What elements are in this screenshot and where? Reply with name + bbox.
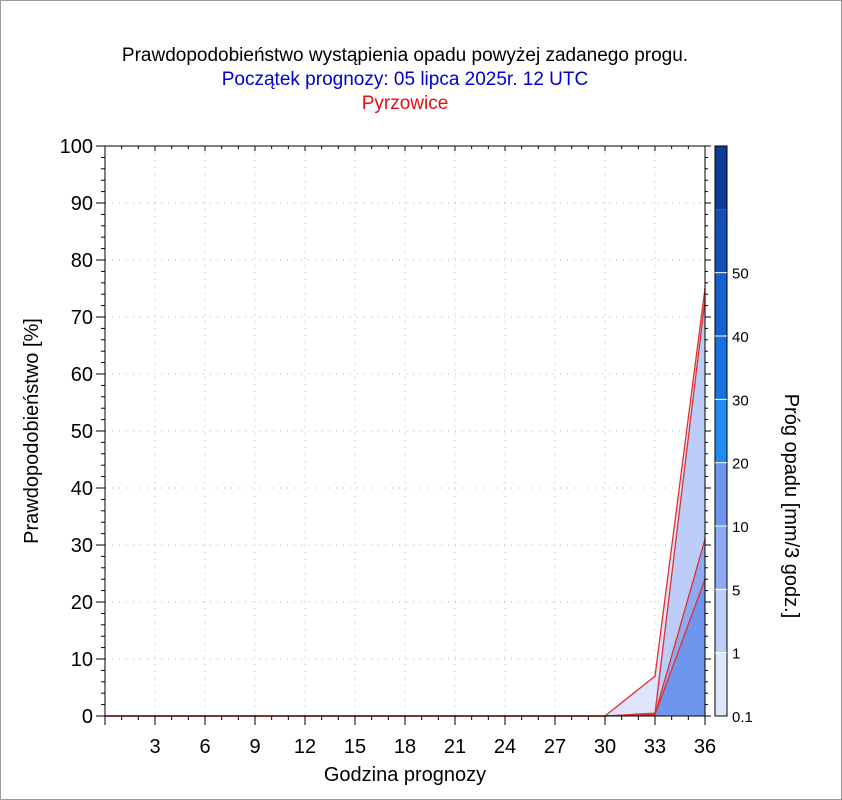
data-point bbox=[654, 675, 656, 677]
colorbar-segment bbox=[715, 652, 727, 716]
colorbar-tick-label: 0.1 bbox=[732, 709, 753, 726]
x-tick-label: 33 bbox=[644, 736, 666, 758]
series-line-0.1 bbox=[105, 288, 706, 717]
y-tick-label: 80 bbox=[71, 250, 93, 272]
colorbar-border bbox=[714, 145, 728, 717]
series-area-0.1 bbox=[105, 288, 705, 716]
y-tick-label: 50 bbox=[71, 421, 93, 443]
series-areas bbox=[105, 288, 705, 716]
colorbar-segment bbox=[715, 146, 727, 210]
y-tick-label: 60 bbox=[71, 364, 93, 386]
series-line-1 bbox=[105, 299, 706, 717]
x-tick-label: 21 bbox=[444, 736, 466, 758]
y-tick-label: 0 bbox=[82, 706, 93, 728]
colorbar-tick-label: 40 bbox=[732, 329, 749, 346]
colorbar-segment bbox=[715, 272, 727, 336]
grid bbox=[105, 146, 705, 716]
x-tick-label: 36 bbox=[694, 736, 716, 758]
y-axis-label: Prawdopodobieństwo [%] bbox=[21, 318, 43, 544]
series-area-1 bbox=[105, 299, 705, 716]
chart-subtitle: Początek prognozy: 05 lipca 2025r. 12 UT… bbox=[222, 69, 588, 90]
colorbar-label: Próg opadu [mm/3 godz.] bbox=[780, 394, 802, 619]
x-tick-label: 15 bbox=[344, 736, 366, 758]
colorbar-tick-label: 5 bbox=[732, 582, 740, 599]
colorbar-tick-label: 30 bbox=[732, 392, 749, 409]
x-tick-label: 24 bbox=[494, 736, 516, 758]
colorbar: 0.1 1 5 10 20 30 40 50 bbox=[714, 145, 753, 726]
colorbar-tick-label: 10 bbox=[732, 519, 749, 536]
x-tick-label: 12 bbox=[294, 736, 316, 758]
series-line-5 bbox=[105, 539, 706, 717]
series-area-5 bbox=[105, 539, 705, 716]
x-tick-label: 30 bbox=[594, 736, 616, 758]
y-axis: 0 10 20 30 40 50 60 70 80 90 100 bbox=[60, 136, 711, 728]
x-tick-label: 3 bbox=[149, 736, 160, 758]
x-tick-label: 9 bbox=[249, 736, 260, 758]
x-tick-label: 6 bbox=[199, 736, 210, 758]
y-tick-label: 10 bbox=[71, 649, 93, 671]
colorbar-segment bbox=[715, 336, 727, 400]
colorbar-segment bbox=[715, 462, 727, 526]
colorbar-segment bbox=[715, 399, 727, 463]
y-tick-label: 90 bbox=[71, 193, 93, 215]
y-tick-label: 30 bbox=[71, 535, 93, 557]
series-lines bbox=[104, 287, 706, 717]
x-tick-label: 18 bbox=[394, 736, 416, 758]
colorbar-segment bbox=[715, 589, 727, 653]
y-tick-label: 100 bbox=[60, 136, 93, 158]
series-line-10 bbox=[105, 578, 706, 717]
plot-border bbox=[104, 145, 706, 717]
colorbar-segment bbox=[715, 526, 727, 590]
series-area-10 bbox=[105, 579, 705, 716]
colorbar-tick-label: 50 bbox=[732, 266, 749, 283]
colorbar-tick-label: 1 bbox=[732, 646, 740, 663]
x-axis-label: Godzina prognozy bbox=[324, 764, 486, 786]
chart-title: Prawdopodobieństwo wystąpienia opadu pow… bbox=[122, 45, 688, 66]
y-tick-label: 20 bbox=[71, 592, 93, 614]
data-point bbox=[654, 714, 656, 716]
y-tick-label: 70 bbox=[71, 307, 93, 329]
colorbar-segment bbox=[715, 209, 727, 273]
colorbar-tick-label: 20 bbox=[732, 456, 749, 473]
x-tick-label: 27 bbox=[544, 736, 566, 758]
chart-location: Pyrzowice bbox=[362, 93, 449, 114]
x-axis: 3 6 9 12 15 18 21 24 27 30 33 36 bbox=[104, 146, 716, 758]
y-tick-label: 40 bbox=[71, 478, 93, 500]
